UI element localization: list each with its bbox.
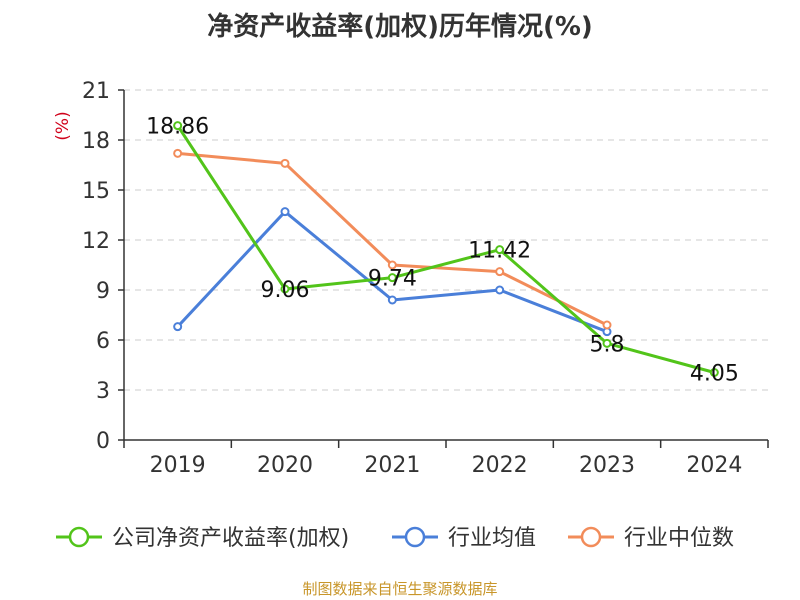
y-tick-label: 21 [82,79,110,104]
data-label: 9.06 [261,278,310,303]
x-tick-label: 2019 [150,453,206,478]
y-tick-label: 12 [82,229,110,254]
legend-label: 行业中位数 [624,526,734,551]
data-point[interactable] [387,295,397,305]
data-label: 4.05 [690,362,739,387]
data-point[interactable] [173,148,183,158]
legend-item-1[interactable]: 行业均值 [392,526,536,551]
legend-marker [580,526,602,548]
legend-marker [404,526,426,548]
y-tick-label: 9 [96,279,110,304]
data-point[interactable] [602,338,612,348]
series-layer [173,121,719,377]
legend-marker [68,526,90,548]
data-point[interactable] [602,320,612,330]
y-axis-label: (%) [53,111,73,140]
data-label: 18.86 [146,115,209,140]
data-point[interactable] [280,207,290,217]
y-tick-label: 3 [96,379,110,404]
x-tick-label: 2024 [686,453,742,478]
source-footer: 制图数据来自恒生聚源数据库 [302,580,498,598]
y-tick-label: 6 [96,329,110,354]
x-tick-label: 2021 [364,453,420,478]
legend-label: 行业均值 [448,526,536,551]
data-point[interactable] [495,267,505,277]
legend: 公司净资产收益率(加权) 行业均值 行业中位数 [56,526,734,551]
series-line-0 [176,124,715,374]
x-tick-label: 2022 [472,453,528,478]
y-tick-label: 18 [82,129,110,154]
data-point[interactable] [387,273,397,283]
y-tick-label: 0 [96,429,110,454]
legend-item-2[interactable]: 行业中位数 [568,526,734,551]
chart-title: 净资产收益率(加权)历年情况(%) [207,12,593,42]
y-tick-label: 15 [82,179,110,204]
data-point[interactable] [495,245,505,255]
y-axis-ticks: 0 3 6 9 12 15 18 21 [82,79,124,454]
data-label: 11.42 [468,239,531,264]
data-label: 9.74 [368,267,417,292]
data-labels: 18.86 9.06 9.74 11.42 5.8 4.05 [146,115,739,387]
x-axis-ticks: 2019 2020 2021 2022 2023 2024 [123,440,769,478]
data-point[interactable] [173,322,183,332]
data-point[interactable] [709,368,719,377]
data-label: 5.8 [590,332,625,357]
x-tick-label: 2023 [579,453,635,478]
data-point[interactable] [280,284,290,294]
data-point[interactable] [173,121,183,131]
legend-label: 公司净资产收益率(加权) [112,526,349,551]
data-point[interactable] [387,260,397,270]
legend-item-0[interactable]: 公司净资产收益率(加权) [56,526,349,551]
data-point[interactable] [495,285,505,295]
data-point[interactable] [280,158,290,168]
x-tick-label: 2020 [257,453,313,478]
grid-lines [124,89,768,391]
